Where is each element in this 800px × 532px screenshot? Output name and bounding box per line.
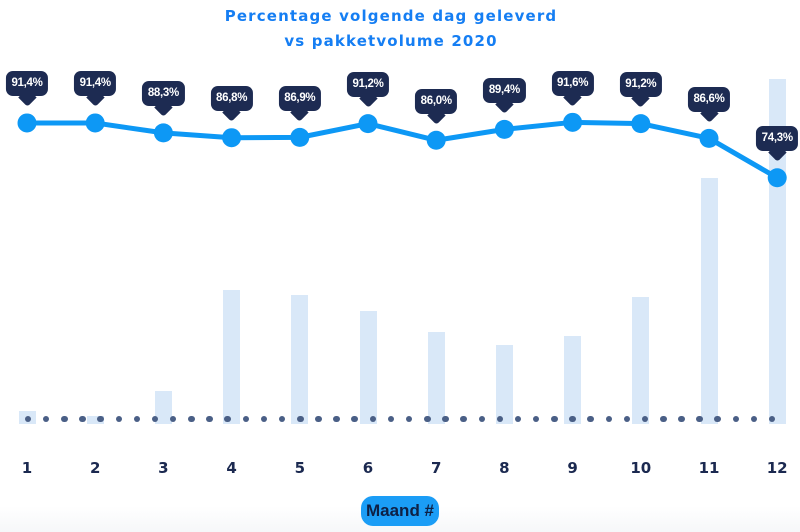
line-point-11 [699, 128, 719, 148]
volume-bar-12 [768, 79, 786, 424]
x-axis-label-12: 12 [766, 458, 788, 477]
baseline-dot [460, 415, 467, 423]
baseline-dot [496, 415, 504, 423]
point-label-5: 86,9% [278, 85, 321, 122]
baseline-dot [696, 415, 703, 423]
line-point-9 [563, 112, 583, 132]
baseline-dot [79, 415, 86, 423]
baseline-dot [369, 415, 377, 423]
baseline-dot [442, 415, 449, 423]
x-axis-label-1: 1 [21, 458, 33, 477]
x-axis-label-6: 6 [362, 458, 374, 477]
baseline-dot [351, 415, 358, 423]
line-point-3 [153, 123, 173, 143]
chart-title-line2: vs pakketvolume 2020 [284, 31, 498, 50]
baseline-dot [278, 415, 286, 423]
percentage-line [24, 119, 780, 181]
chart-title: Percentage volgende dag geleverd vs pakke… [0, 4, 791, 54]
point-label-8: 89,4% [483, 77, 526, 114]
baseline-dot [641, 415, 649, 423]
baseline-dot [750, 415, 758, 423]
line-point-1 [17, 113, 37, 133]
volume-bar-4 [223, 290, 241, 424]
baseline-dot [24, 415, 32, 423]
baseline-dot [424, 415, 431, 423]
baseline-dot [151, 415, 159, 423]
line-point-7 [426, 130, 446, 150]
baseline-dot [714, 415, 721, 423]
line-point-4 [222, 128, 242, 148]
point-label-3: 88,3% [142, 81, 185, 118]
point-label-11: 86,6% [687, 86, 731, 123]
baseline-dot [242, 415, 250, 423]
baseline-dot [42, 415, 50, 423]
volume-bar-10 [632, 297, 650, 424]
volume-bar-7 [427, 331, 445, 424]
x-axis-label-4: 4 [226, 458, 237, 477]
line-point-2 [85, 113, 105, 133]
baseline-dot [660, 415, 667, 423]
baseline-dot [315, 415, 322, 423]
baseline-dot [206, 415, 213, 423]
volume-bar-9 [564, 336, 582, 424]
baseline-dot [514, 415, 522, 423]
line-point-5 [290, 127, 310, 147]
baseline-dot [61, 415, 68, 423]
baseline-dot [532, 415, 540, 423]
baseline-dot [115, 415, 122, 423]
volume-bar-2 [86, 416, 104, 424]
chart-title-line1: Percentage volgende dag geleverd [224, 6, 558, 25]
baseline-dot [169, 415, 177, 423]
baseline-dot [260, 415, 268, 423]
volume-bar-8 [495, 344, 513, 424]
point-label-2: 91,4% [74, 71, 117, 108]
baseline-dot [732, 415, 740, 423]
baseline-dot [297, 415, 304, 423]
baseline-dot [188, 415, 195, 423]
line-point-10 [631, 114, 651, 134]
point-label-7: 86,0% [415, 88, 458, 125]
x-axis-title-badge: Maand # [361, 496, 439, 526]
x-axis-label-8: 8 [499, 458, 510, 477]
volume-bar-6 [359, 310, 377, 424]
volume-bar-5 [291, 294, 309, 424]
point-label-1: 91,4% [5, 71, 49, 108]
baseline-dot [133, 415, 141, 423]
line-point-8 [494, 119, 514, 139]
x-axis-label-9: 9 [567, 458, 578, 477]
baseline-dot [605, 415, 613, 423]
baseline-dot [551, 415, 558, 423]
x-axis-title: Maand # [365, 501, 435, 520]
x-axis-label-3: 3 [158, 458, 169, 477]
baseline-dot [387, 415, 395, 423]
baseline-dot [623, 415, 631, 423]
baseline-dot [587, 415, 594, 423]
baseline-dot [97, 415, 104, 423]
point-label-9: 91,6% [551, 70, 594, 107]
x-axis-label-7: 7 [430, 458, 442, 477]
point-label-12: 74,3% [756, 126, 799, 162]
point-label-4: 86,8% [210, 86, 253, 122]
x-axis-label-10: 10 [630, 458, 652, 477]
baseline-dot [569, 415, 576, 423]
point-label-10: 91,2% [619, 72, 662, 108]
baseline-dot [768, 415, 776, 423]
point-label-6: 91,2% [346, 72, 390, 108]
baseline-dot [405, 415, 413, 423]
baseline-dot [224, 415, 231, 423]
line-point-6 [358, 114, 378, 134]
baseline-dot [333, 415, 340, 423]
x-axis-label-2: 2 [89, 458, 101, 477]
volume-bar-3 [154, 390, 172, 424]
baseline-dot [678, 415, 685, 423]
volume-bar-11 [700, 178, 718, 424]
baseline-dot [478, 415, 485, 423]
x-axis-label-5: 5 [294, 458, 306, 477]
line-point-12 [767, 168, 787, 188]
x-axis-label-11: 11 [698, 458, 720, 477]
